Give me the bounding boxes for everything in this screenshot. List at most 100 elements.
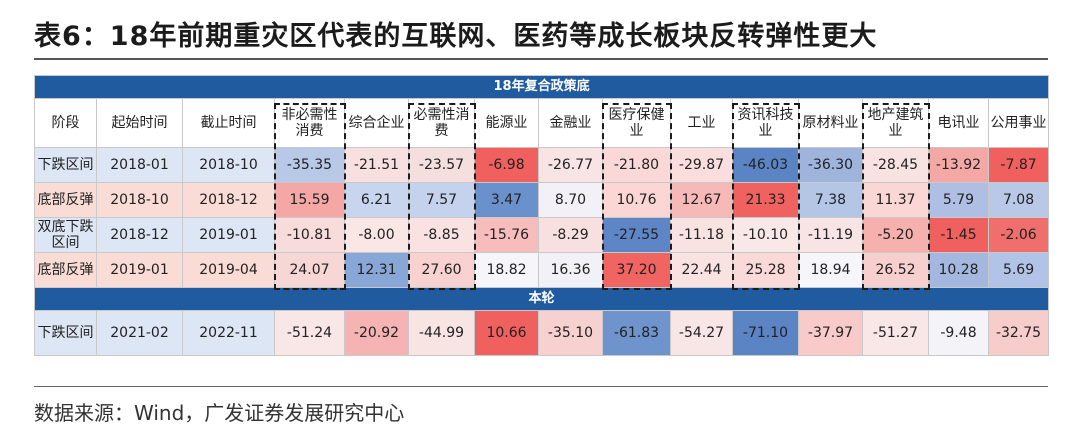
value-cell: 26.52 [862, 252, 929, 288]
value-cell: 12.31 [344, 252, 409, 288]
column-header: 综合企业 [344, 98, 409, 148]
start-date-cell: 2018-10 [96, 182, 183, 218]
value-cell: -15.76 [474, 217, 539, 253]
value-cell: -8.85 [408, 217, 475, 253]
value-cell: -51.24 [274, 310, 345, 356]
value-cell: -29.87 [670, 147, 733, 183]
value-cell: 7.57 [408, 182, 475, 218]
start-date-cell: 2018-12 [96, 217, 183, 253]
value-cell: -54.27 [670, 310, 733, 356]
end-date-cell: 2018-10 [182, 147, 275, 183]
value-cell: -35.35 [274, 147, 345, 183]
value-cell: -2.06 [987, 217, 1050, 253]
value-cell: -46.03 [732, 147, 799, 183]
column-header: 地产建筑业 [862, 98, 929, 148]
value-cell: 18.82 [474, 252, 539, 288]
value-cell: -7.87 [987, 147, 1050, 183]
value-cell: -11.19 [798, 217, 863, 253]
value-cell: -23.57 [408, 147, 475, 183]
header-row: 阶段 起始时间 截止时间 非必需性消费 综合企业 必需性消费 能源业 金融业 医疗保健业 工业 资讯… [34, 98, 1050, 148]
value-cell: -20.92 [344, 310, 409, 356]
table-row: 底部反弹 2019-01 2019-04 24.07 12.31 27.60 18.82 16… [34, 252, 1050, 288]
value-cell: 5.69 [987, 252, 1050, 288]
column-header: 资讯科技业 [732, 98, 799, 148]
value-cell: 16.36 [538, 252, 603, 288]
value-cell: 24.07 [274, 252, 345, 288]
value-cell: 10.66 [474, 310, 539, 356]
value-cell: -5.20 [862, 217, 929, 253]
value-cell: -21.80 [602, 147, 671, 183]
value-cell: -11.18 [670, 217, 733, 253]
column-header: 公用事业 [987, 98, 1050, 148]
column-header: 起始时间 [96, 98, 183, 148]
stage-cell: 双底下跌区间 [34, 217, 97, 253]
value-cell: -8.00 [344, 217, 409, 253]
value-cell: -44.99 [408, 310, 475, 356]
column-header: 必需性消费 [408, 98, 475, 148]
table-row: 底部反弹 2018-10 2018-12 15.59 6.21 7.57 3.47 8.70 1… [34, 182, 1050, 218]
value-cell: -9.48 [928, 310, 989, 356]
column-header: 工业 [670, 98, 733, 148]
value-cell: -32.75 [987, 310, 1050, 356]
value-cell: -28.45 [862, 147, 929, 183]
value-cell: 11.37 [862, 182, 929, 218]
value-cell: 15.59 [274, 182, 345, 218]
value-cell: 7.38 [798, 182, 863, 218]
end-date-cell: 2022-11 [182, 310, 275, 356]
value-cell: -27.55 [602, 217, 671, 253]
value-cell: -61.83 [602, 310, 671, 356]
value-cell: -8.29 [538, 217, 603, 253]
table-row: 双底下跌区间 2018-12 2019-01 -10.81 -8.00 -8.85 -15.… [34, 217, 1050, 253]
value-cell: -37.97 [798, 310, 863, 356]
page-title: 表6：18年前期重灾区代表的互联网、医药等成长板块反转弹性更大 [34, 21, 878, 52]
value-cell: 12.67 [670, 182, 733, 218]
source-note: 数据来源：Wind，广发证券发展研究中心 [34, 401, 405, 425]
value-cell: 8.70 [538, 182, 603, 218]
column-header: 医疗保健业 [602, 98, 671, 148]
value-cell: 10.76 [602, 182, 671, 218]
value-cell: -36.30 [798, 147, 863, 183]
column-header: 截止时间 [182, 98, 275, 148]
value-cell: 5.79 [928, 182, 989, 218]
end-date-cell: 2019-04 [182, 252, 275, 288]
value-cell: 10.28 [928, 252, 989, 288]
band-header-2018: 18年复合政策底 [33, 75, 1050, 99]
title-divider [34, 58, 1048, 60]
column-header: 阶段 [34, 98, 97, 148]
table-row: 下跌区间 2018-01 2018-10 -35.35 -21.51 -23.57 -6.9… [34, 147, 1050, 183]
column-header: 能源业 [474, 98, 539, 148]
column-header: 金融业 [538, 98, 603, 148]
table-row-current: 下跌区间 2021-02 2022-11 -51.24 -20.92 -44.99 10.6… [34, 310, 1050, 356]
end-date-cell: 2019-01 [182, 217, 275, 253]
source-divider [34, 386, 1048, 387]
column-header: 非必需性消费 [274, 98, 345, 148]
value-cell: -35.10 [538, 310, 603, 356]
stage-cell: 下跌区间 [34, 310, 97, 356]
column-header: 原材料业 [798, 98, 863, 148]
stage-cell: 底部反弹 [34, 252, 97, 288]
stage-cell: 下跌区间 [34, 147, 97, 183]
value-cell: 27.60 [408, 252, 475, 288]
data-table: 18年复合政策底 阶段 起始时间 截止时间 非必需性消费 综合企业 必需性消费 能源业 金融业… [33, 75, 1050, 356]
value-cell: -26.77 [538, 147, 603, 183]
value-cell: 25.28 [732, 252, 799, 288]
value-cell: 21.33 [732, 182, 799, 218]
value-cell: 6.21 [344, 182, 409, 218]
start-date-cell: 2019-01 [96, 252, 183, 288]
start-date-cell: 2018-01 [96, 147, 183, 183]
band-header-current: 本轮 [33, 287, 1050, 311]
value-cell: 18.94 [798, 252, 863, 288]
value-cell: -6.98 [474, 147, 539, 183]
value-cell: -1.45 [928, 217, 989, 253]
value-cell: -51.27 [862, 310, 929, 356]
stage-cell: 底部反弹 [34, 182, 97, 218]
value-cell: 3.47 [474, 182, 539, 218]
end-date-cell: 2018-12 [182, 182, 275, 218]
value-cell: 7.08 [987, 182, 1050, 218]
column-header: 电讯业 [928, 98, 989, 148]
value-cell: -71.10 [732, 310, 799, 356]
value-cell: 22.44 [670, 252, 733, 288]
value-cell: -13.92 [928, 147, 989, 183]
value-cell: -21.51 [344, 147, 409, 183]
value-cell: -10.10 [732, 217, 799, 253]
